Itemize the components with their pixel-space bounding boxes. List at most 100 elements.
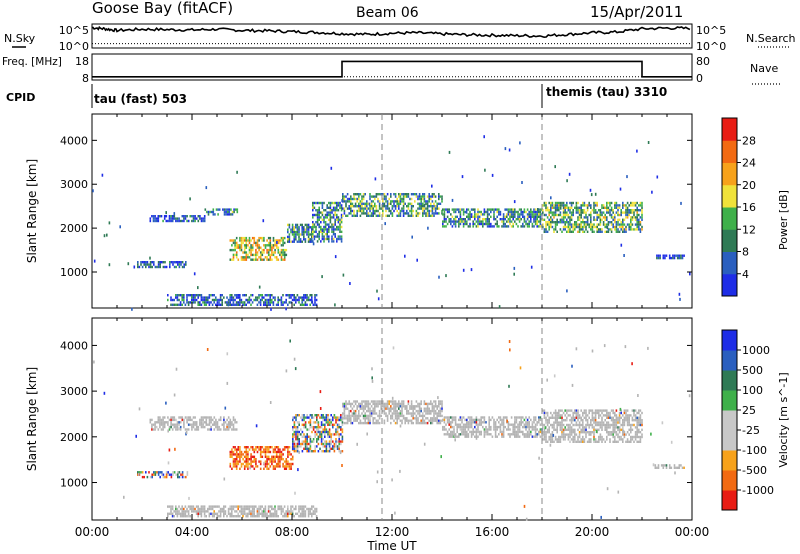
scatter-cell [631,419,634,422]
scatter-cell [451,215,454,218]
scatter-cell [345,421,347,425]
scatter-cell [494,433,497,436]
scatter-cell [316,421,318,424]
power-colorbar-cell [722,251,737,275]
scatter-cell [264,448,267,451]
scatter-cell [520,423,522,426]
scatter-cell [293,240,295,243]
scatter-cell [195,505,198,508]
scatter-cell [488,225,490,228]
scatter-cell [410,197,413,201]
scatter-cell [420,409,422,413]
scatter-cell [340,209,343,212]
scatter-cell [312,512,315,515]
scatter-cell [176,507,179,511]
scatter-cell [633,419,635,422]
scatter-cell [240,258,243,261]
scatter-cell [564,223,566,226]
scatter-cell [566,423,568,427]
scatter-cell [486,225,489,228]
scatter-cell [266,244,268,247]
sparse-scatter-cell [636,149,638,153]
scatter-cell [173,515,175,518]
scatter-cell [197,303,199,306]
scatter-cell [626,431,629,434]
scatter-cell [353,214,355,217]
scatter-cell [551,433,554,436]
scatter-cell [582,438,584,441]
scatter-cell [459,222,462,226]
scatter-cell [189,215,192,218]
frequency-line [92,60,692,78]
scatter-cell [601,228,603,231]
scatter-cell [510,215,513,218]
scatter-cell [300,433,302,436]
scatter-cell [311,298,313,302]
scatter-cell [528,220,530,223]
scatter-cell [436,202,438,205]
scatter-cell [482,421,484,424]
sparse-scatter-cell [626,175,628,179]
scatter-cell [146,261,149,264]
scatter-cell [184,505,187,508]
scatter-cell [318,233,320,236]
scatter-cell [545,440,547,443]
scatter-cell [251,455,254,458]
scatter-cell [593,204,595,207]
scatter-cell [322,416,324,419]
scatter-cell [606,428,608,431]
scatter-cell [446,210,449,214]
scatter-cell [243,460,246,463]
scatter-cell [375,214,378,217]
scatter-cell [137,473,139,476]
scatter-cell [235,448,238,451]
scatter-cell [520,416,522,419]
scatter-cell [441,400,443,403]
scatter-cell [422,414,424,418]
scatter-cell [316,445,318,448]
scatter-cell [472,215,474,218]
scatter-cell [426,402,429,406]
scatter-cell [507,210,510,214]
scatter-cell [192,301,195,304]
scatter-cell [493,208,495,211]
scatter-cell [321,235,324,238]
scatter-cell [256,303,259,306]
scatter-cell [570,206,573,209]
scatter-cell [593,431,595,434]
scatter-cell [443,208,446,211]
scatter-cell [615,421,618,424]
scatter-cell [545,221,547,224]
scatter-cell [478,418,481,422]
scatter-cell [356,419,358,422]
scatter-cell [330,442,332,446]
scatter-cell [159,418,161,422]
scatter-cell [531,215,534,218]
scatter-cell [263,512,265,515]
scatter-cell [183,512,185,515]
scatter-cell [614,218,616,221]
scatter-cell [517,433,519,436]
scatter-cell [356,209,358,213]
scatter-cell [475,430,478,434]
sparse-scatter-cell [376,470,379,474]
scatter-cell [311,440,313,443]
scatter-cell [474,430,476,434]
scatter-cell [526,433,529,436]
scatter-cell [633,211,635,214]
scatter-cell [407,195,410,198]
scatter-cell [178,421,180,424]
scatter-cell [292,428,294,431]
scatter-cell [425,407,427,410]
scatter-cell [179,507,182,511]
scatter-cell [506,208,508,211]
scatter-cell [234,428,236,431]
scatter-cell [250,462,252,466]
scatter-cell [301,226,303,229]
scatter-cell [418,412,421,415]
scatter-cell [274,298,276,302]
scatter-cell [678,464,681,467]
scatter-cell [620,423,622,427]
scatter-cell [179,303,182,306]
scatter-cell [225,210,227,214]
